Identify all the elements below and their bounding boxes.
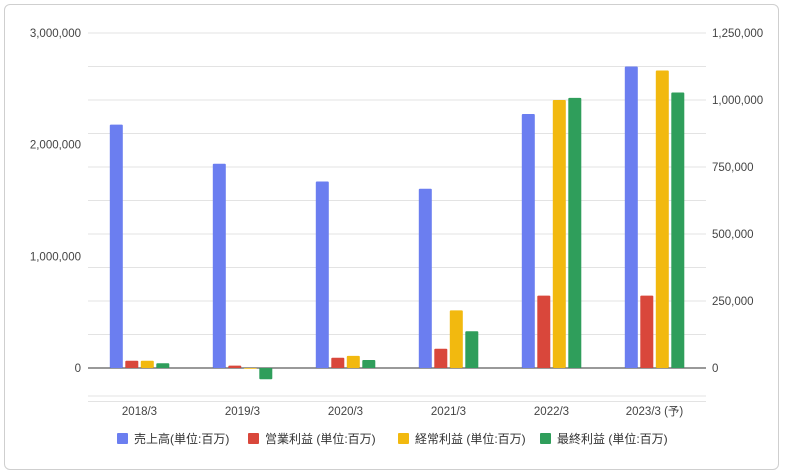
right-axis-tick-label: 250,000 bbox=[712, 296, 754, 308]
bar-ordinary-profit bbox=[140, 360, 154, 368]
bar-net-profit bbox=[362, 360, 376, 368]
bar-sales bbox=[418, 188, 432, 368]
legend-label: 経常利益 (単位:百万) bbox=[415, 431, 526, 446]
bar-ordinary-profit bbox=[449, 310, 463, 368]
legend-label: 営業利益 (単位:百万) bbox=[265, 431, 376, 446]
bar-ordinary-profit bbox=[346, 355, 360, 368]
x-axis-tick-label: 2023/3 (予) bbox=[626, 405, 684, 418]
right-axis-tick-label: 1,000,000 bbox=[712, 95, 763, 107]
left-axis-tick-label: 1,000,000 bbox=[30, 251, 81, 263]
left-axis-tick-label: 2,000,000 bbox=[30, 140, 81, 152]
left-axis-tick-label: 0 bbox=[75, 363, 81, 375]
bar-net-profit bbox=[465, 331, 479, 368]
bar-sales bbox=[315, 181, 329, 368]
x-axis-tick-label: 2021/3 bbox=[431, 406, 466, 418]
bar-ordinary-profit bbox=[243, 368, 257, 369]
bar-operating-profit bbox=[640, 295, 654, 368]
right-axis-tick-label: 500,000 bbox=[712, 229, 754, 241]
right-y-axis: 0 250,000 500,000 750,000 1,000,000 1,250,000 bbox=[712, 28, 763, 375]
bars bbox=[109, 66, 685, 380]
legend-swatch bbox=[540, 433, 551, 444]
chart-frame bbox=[4, 4, 779, 470]
bar-operating-profit bbox=[537, 295, 551, 368]
legend-label: 最終利益 (単位:百万) bbox=[557, 431, 668, 446]
bar-sales bbox=[212, 163, 226, 368]
bar-net-profit bbox=[259, 368, 273, 380]
grid-lines bbox=[88, 32, 706, 402]
bar-net-profit bbox=[156, 363, 170, 368]
bar-net-profit bbox=[568, 97, 582, 369]
x-axis: 2018/3 2019/3 2020/3 2021/3 2022/3 2023/3 (予) bbox=[122, 405, 684, 418]
left-axis-tick-label: 3,000,000 bbox=[30, 28, 81, 40]
bar-net-profit bbox=[671, 92, 685, 368]
x-axis-tick-label: 2020/3 bbox=[328, 406, 363, 418]
legend-swatch bbox=[117, 433, 128, 444]
bar-operating-profit bbox=[228, 365, 242, 368]
bar-operating-profit bbox=[331, 357, 345, 368]
left-y-axis: 0 1,000,000 2,000,000 3,000,000 bbox=[30, 28, 81, 375]
bar-operating-profit bbox=[434, 348, 448, 368]
bar-ordinary-profit bbox=[655, 70, 669, 368]
legend: 売上高(単位:百万) 営業利益 (単位:百万) 経常利益 (単位:百万) 最終利益 (… bbox=[117, 431, 668, 446]
legend-swatch bbox=[398, 433, 409, 444]
x-axis-tick-label: 2019/3 bbox=[225, 406, 260, 418]
legend-swatch bbox=[248, 433, 259, 444]
x-axis-tick-label: 2022/3 bbox=[534, 406, 569, 418]
bar-sales bbox=[521, 114, 535, 368]
right-axis-tick-label: 0 bbox=[712, 363, 718, 375]
bar-operating-profit bbox=[125, 360, 139, 368]
bar-ordinary-profit bbox=[552, 100, 566, 368]
bar-sales bbox=[624, 66, 638, 368]
x-axis-tick-label: 2018/3 bbox=[122, 406, 157, 418]
right-axis-tick-label: 1,250,000 bbox=[712, 28, 763, 40]
legend-label: 売上高(単位:百万) bbox=[134, 431, 229, 446]
bar-sales bbox=[109, 124, 123, 368]
right-axis-tick-label: 750,000 bbox=[712, 162, 754, 174]
